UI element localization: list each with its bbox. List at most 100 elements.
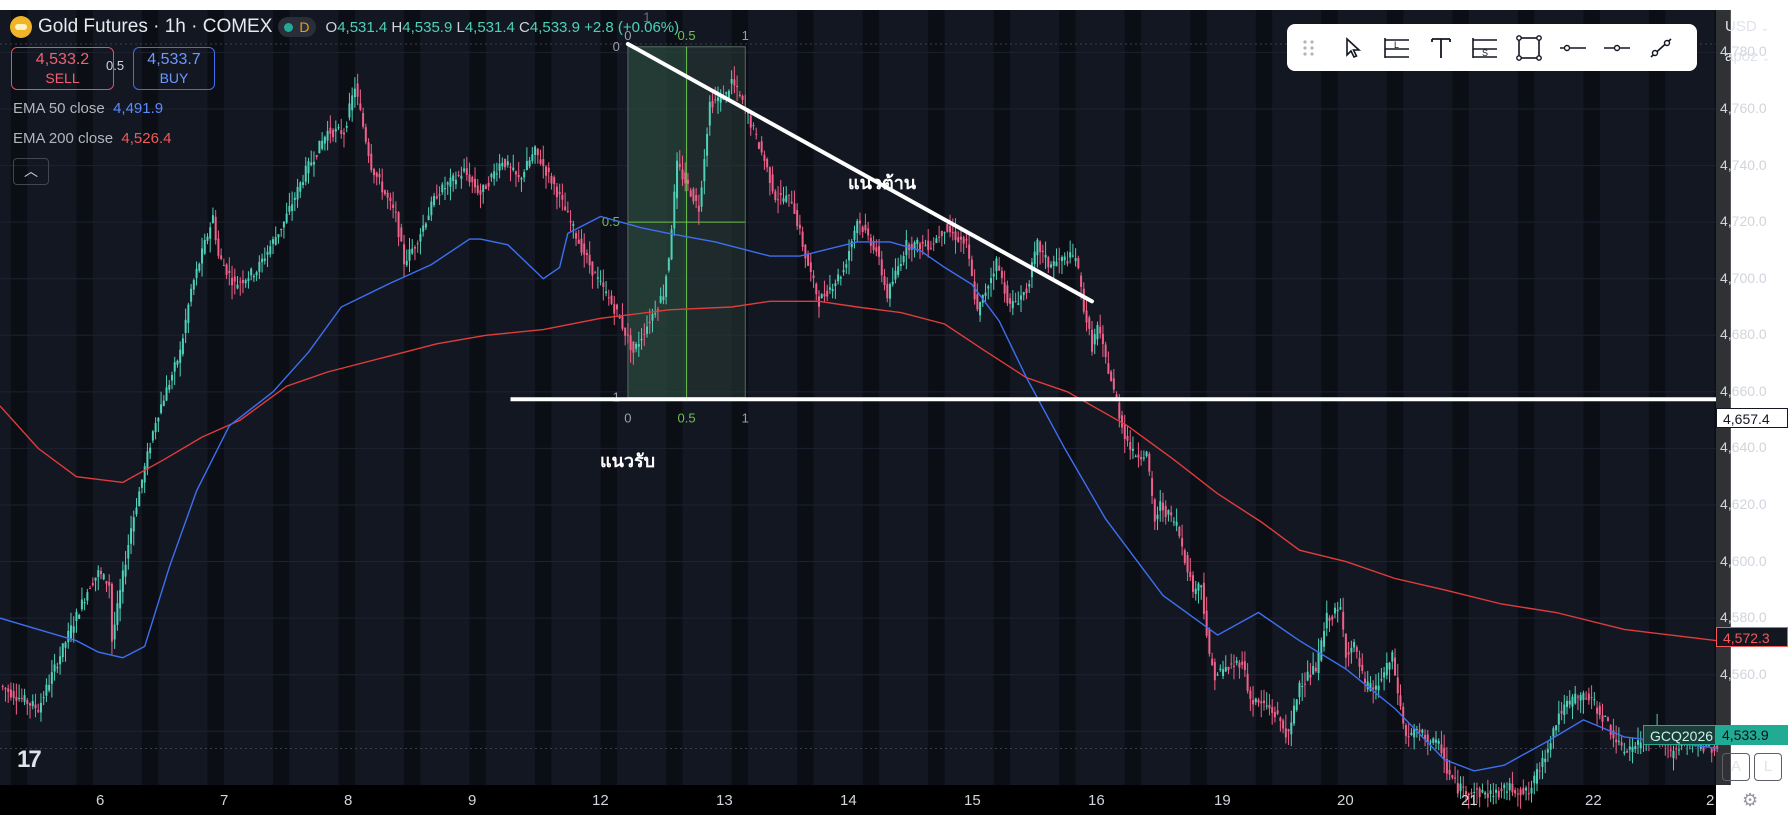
candle-body [337,127,340,129]
session-shade [76,10,93,785]
candle-body [135,507,138,515]
candle-body [1410,732,1413,736]
candle-body [1628,746,1631,750]
trend-line-icon[interactable] [1639,24,1683,71]
candle-body [353,88,356,98]
candle-body [1314,667,1317,672]
candle-body [39,702,42,713]
candle-body [132,517,135,532]
candle-body [438,194,441,196]
candle-body [1213,662,1216,681]
log-scale-button[interactable]: L [1754,753,1782,781]
candle-body [727,90,730,99]
support-annotation[interactable]: แนวรับ [600,451,656,471]
candle-body [809,262,812,273]
candle-body [1533,775,1536,784]
auto-scale-button[interactable]: A [1722,753,1750,781]
account-select[interactable]: apoz ⌄ [1725,48,1770,65]
candle-body [1475,788,1478,790]
long-position-icon[interactable]: L [1375,24,1419,71]
candle-body [1303,683,1306,685]
candle-body [116,603,119,625]
candle-body [1151,478,1154,496]
candle-body [1560,710,1563,714]
candle-body [1306,671,1309,681]
session-shade [141,10,159,785]
buy-button[interactable]: 4,533.7 BUY [133,47,215,90]
horizontal-line-icon[interactable] [1551,24,1595,71]
symbol-title[interactable]: Gold Futures · 1h · COMEX [38,16,273,37]
candle-body [1238,662,1241,668]
candle-body [375,172,378,177]
price-tick-label: 4,560.0 [1720,665,1767,682]
tradingview-logo[interactable]: 17 [17,746,42,773]
candle-body [441,184,444,193]
candle-body [1404,725,1407,736]
candle-body [646,326,649,334]
candle-body [413,247,416,249]
candle-body [517,174,520,178]
price-tick-label: 4,780.0 [1720,43,1767,60]
candle-body [1353,642,1356,648]
ema50-legend[interactable]: EMA 50 close 4,491.9 [13,100,163,117]
candle-body [1060,257,1063,262]
horizontal-ray-icon[interactable] [1595,24,1639,71]
candle-body [23,695,26,702]
candle-body [659,295,662,303]
candle-body [383,190,386,195]
candle-body [1211,658,1214,666]
candle-body [206,236,209,241]
resistance-annotation[interactable]: แนวต้าน [848,173,917,193]
candle-body [624,327,627,336]
candle-body [1606,717,1609,721]
collapse-legend-button[interactable]: ︿ [13,158,49,185]
candle-body [1186,555,1189,573]
candle-body [626,334,629,336]
candle-body [1675,748,1678,750]
price-tick-label: 4,600.0 [1720,552,1767,569]
candle-body [1301,686,1304,688]
candle-body [719,94,722,103]
candle-body [130,528,133,544]
candle-body [1525,787,1528,791]
candle-body [793,203,796,214]
candle-body [1039,241,1042,253]
candle-body [1396,677,1399,694]
candle-body [59,656,62,665]
candle-body [1246,673,1249,691]
cursor-icon[interactable] [1331,24,1375,71]
candle-body [1470,792,1473,795]
candle-body [1388,662,1391,670]
candle-body [228,270,231,274]
short-position-icon[interactable]: S [1463,24,1507,71]
candle-body [1009,298,1012,304]
candle-body [779,193,782,195]
candle-body [9,689,12,698]
candle-body [826,290,829,297]
candle-body [763,154,766,161]
candle-body [935,238,938,243]
gear-icon[interactable]: ⚙ [1742,790,1759,810]
candle-body [1183,550,1186,563]
sell-button[interactable]: 4,533.2 SELL [11,47,114,90]
market-status-pill[interactable]: D [278,17,316,37]
candle-body [394,211,397,213]
candle-body [512,167,515,170]
rectangle-icon[interactable] [1507,24,1551,71]
currency-select[interactable]: USD ⌄ [1725,18,1769,35]
candle-body [1519,789,1522,796]
candle-body [681,169,684,180]
session-shade [1714,10,1731,785]
candle-body [962,237,965,244]
candle-body [714,99,717,101]
ema200-legend[interactable]: EMA 200 close 4,526.4 [13,130,171,147]
candle-body [1527,793,1530,795]
candle-body [1265,705,1268,707]
text-icon[interactable] [1419,24,1463,71]
currency-label: USD [1725,18,1757,35]
candle-body [29,703,32,706]
candle-body [1522,787,1525,795]
drag-handle-icon[interactable] [1287,24,1331,71]
chevron-down-icon: ⌄ [1760,23,1770,34]
